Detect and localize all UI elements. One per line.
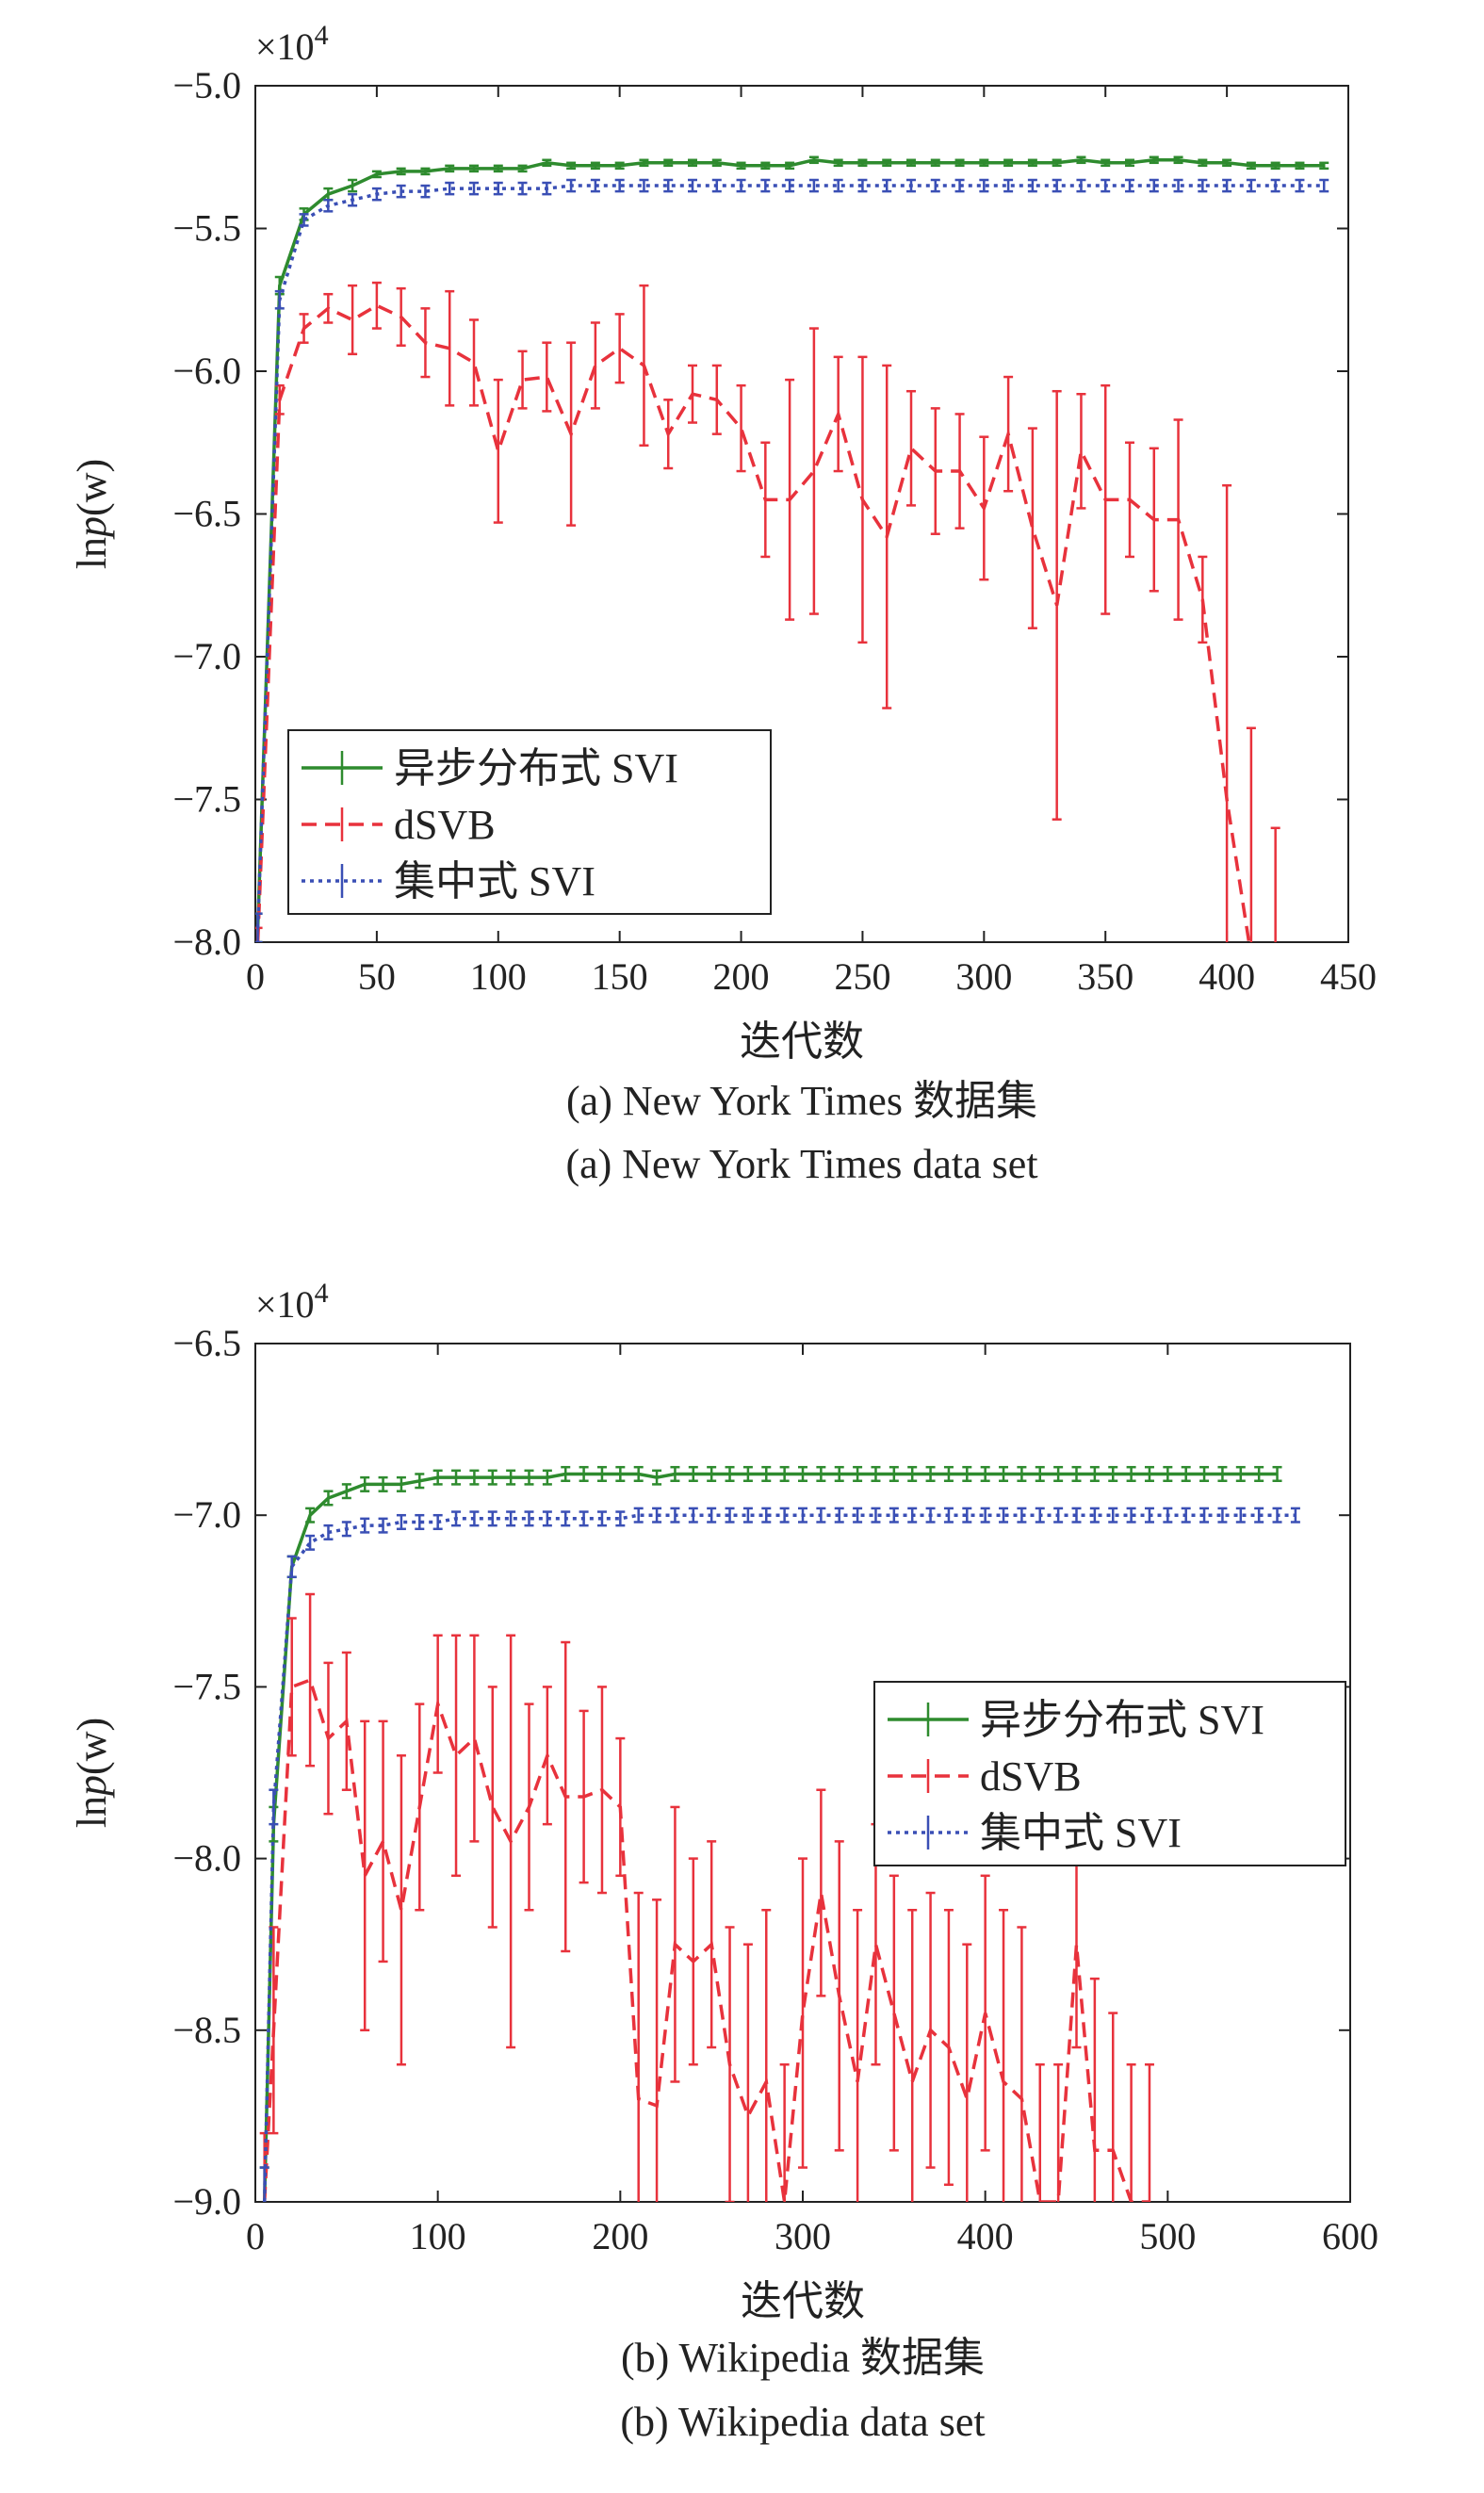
axis-multiplier-base: ×10 <box>255 25 315 68</box>
legend-label: 集中式 SVI <box>980 1810 1182 1856</box>
series-dsvb <box>259 1592 1154 2202</box>
y-tick-label: −7.5 <box>172 1665 241 1707</box>
x-tick-label: 500 <box>1139 2215 1196 2257</box>
y-axis-label-prefix: ln <box>69 1796 115 1828</box>
chart-wikipedia: 0 100 200 300 400 500 600 −9.0 −8.5 −8.0 −7.5 −7.0 −… <box>69 1278 1378 2445</box>
y-tick-label: −8.0 <box>172 921 241 963</box>
series-async-svi <box>259 1465 1282 2202</box>
legend-box <box>873 1681 1346 1866</box>
y-tick-label: −5.0 <box>172 64 241 106</box>
y-tick-label: −8.5 <box>172 2009 241 2051</box>
x-tick-label: 400 <box>957 2215 1014 2257</box>
series-central-svi <box>255 178 1329 942</box>
series-line <box>262 1677 1150 2202</box>
chart-new-york-times: 0 50 100 150 200 250 300 350 400 450 −8.0 −7.5 −7.0 −… <box>69 20 1377 1187</box>
x-tick-label: 150 <box>592 955 648 998</box>
y-axis-label-prefix: ln <box>69 537 115 569</box>
y-tick-label: −8.0 <box>172 1837 241 1880</box>
x-tick-label: 0 <box>246 955 265 998</box>
y-tick-label: −7.0 <box>172 635 241 677</box>
y-axis-label-main: p <box>69 516 115 540</box>
y-tick-label: −7.0 <box>172 1493 241 1536</box>
axis-multiplier: ×104 <box>255 1278 329 1326</box>
legend: 异步分布式 SVI dSVB 集中式 SVI <box>287 729 772 915</box>
y-tick-label: −6.5 <box>172 493 241 535</box>
x-tick-label: 200 <box>592 2215 648 2257</box>
x-tick-label: 200 <box>713 955 770 998</box>
series-async-svi <box>255 155 1329 942</box>
x-tick-label: 100 <box>410 2215 466 2257</box>
y-tick-label: −9.0 <box>172 2180 241 2223</box>
axis-multiplier-exponent: 4 <box>315 20 329 51</box>
y-axis-label: lnp(w) <box>69 1718 115 1828</box>
y-axis-label: lnp(w) <box>69 459 115 569</box>
x-tick-label: 250 <box>834 955 890 998</box>
y-axis-label-suffix: (w) <box>69 1718 115 1775</box>
y-axis-label-main: p <box>69 1775 115 1799</box>
x-tick-label: 100 <box>470 955 527 998</box>
x-tick-label: 600 <box>1322 2215 1378 2257</box>
x-tick-label: 350 <box>1077 955 1133 998</box>
legend-label: 集中式 SVI <box>394 858 595 904</box>
x-tick-label: 50 <box>358 955 396 998</box>
y-tick-label: −5.5 <box>172 207 241 250</box>
axis-multiplier-base: ×10 <box>255 1283 315 1326</box>
plot-area <box>259 1465 1300 2202</box>
x-axis-label: 迭代数 <box>740 1018 864 1065</box>
y-tick-label: −6.5 <box>172 1322 241 1364</box>
legend-label: 异步分布式 SVI <box>394 745 678 791</box>
plot-area <box>255 155 1329 942</box>
legend: 异步分布式 SVI dSVB 集中式 SVI <box>873 1681 1346 1866</box>
legend-label: dSVB <box>394 802 496 848</box>
caption-english: (b) Wikipedia data set <box>620 2399 985 2445</box>
y-tick-label: −6.0 <box>172 350 241 392</box>
axis-multiplier: ×104 <box>255 20 329 68</box>
x-tick-label: 450 <box>1320 955 1377 998</box>
legend-label: 异步分布式 SVI <box>980 1697 1264 1743</box>
x-tick-label: 400 <box>1199 955 1255 998</box>
series-central-svi <box>259 1507 1300 2202</box>
axis-multiplier-exponent: 4 <box>315 1278 329 1309</box>
legend-box <box>287 729 772 915</box>
caption-chinese: (a) New York Times 数据集 <box>566 1078 1037 1124</box>
series-dsvb <box>255 281 1280 942</box>
y-tick-label: −7.5 <box>172 778 241 821</box>
x-tick-label: 300 <box>775 2215 831 2257</box>
caption-chinese: (b) Wikipedia 数据集 <box>621 2335 985 2381</box>
x-tick-label: 0 <box>246 2215 265 2257</box>
x-axis-label: 迭代数 <box>741 2278 865 2324</box>
x-tick-label: 300 <box>955 955 1012 998</box>
y-axis-label-suffix: (w) <box>69 459 115 516</box>
legend-label: dSVB <box>980 1753 1082 1800</box>
caption-english: (a) New York Times data set <box>565 1141 1037 1187</box>
